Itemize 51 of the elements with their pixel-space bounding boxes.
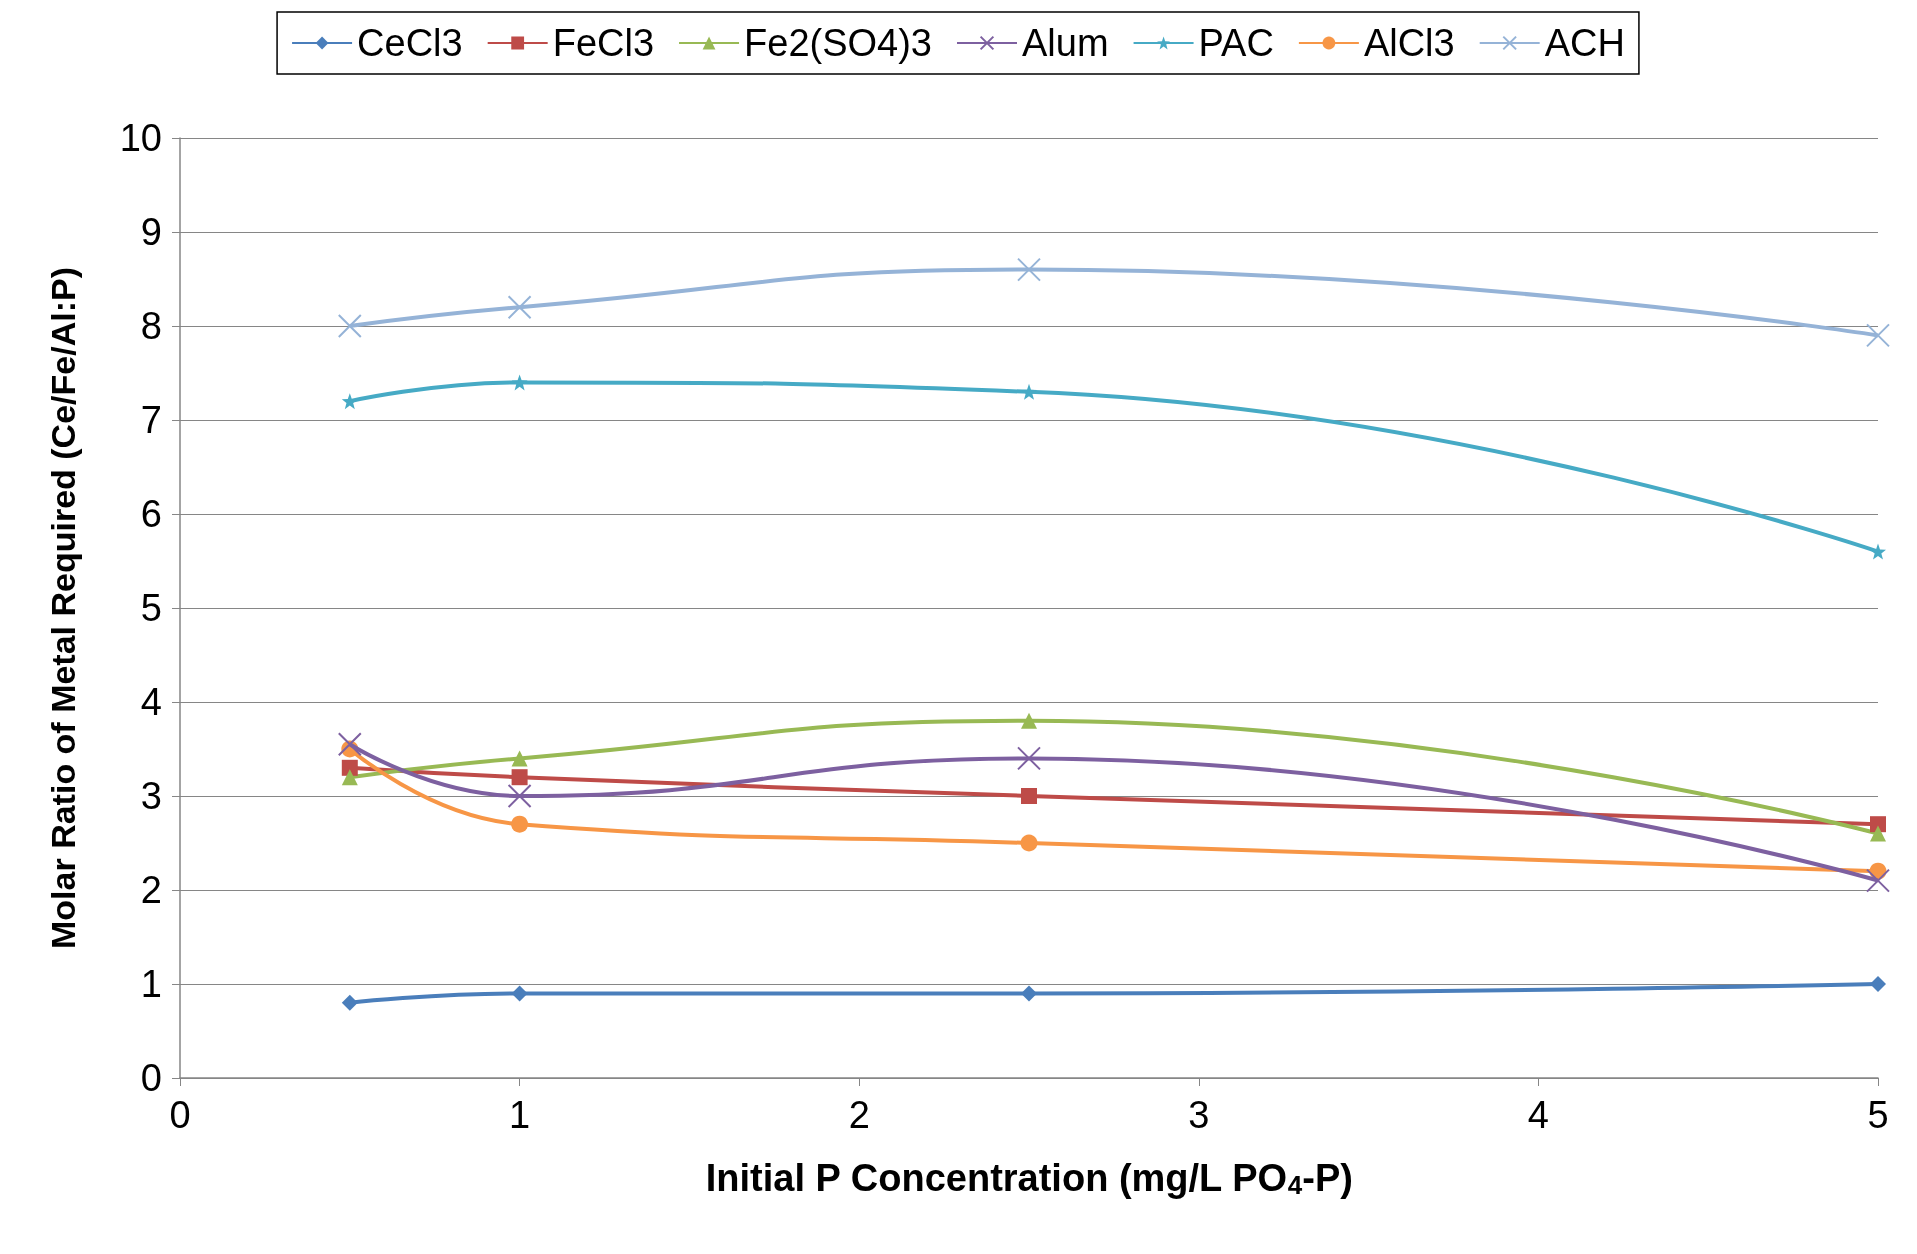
point (1870, 816, 1886, 833)
x-tick-label: 0 (169, 1094, 191, 1136)
legend-label: FeCl3 (552, 22, 655, 64)
y-tick-label: 0 (140, 1057, 162, 1099)
legend-label: AlCl3 (1363, 22, 1455, 64)
point (1866, 868, 1890, 893)
x-tick-label: 3 (1188, 1094, 1210, 1136)
y-tick-label: 3 (140, 775, 162, 817)
x-tick-label: 2 (848, 1094, 870, 1136)
y-tick-label: 6 (140, 493, 162, 535)
point (1021, 985, 1037, 1002)
legend-label: Fe2(SO4)3 (744, 22, 933, 64)
point (1017, 257, 1041, 282)
point (1021, 383, 1037, 400)
legend-label: Alum (1022, 22, 1109, 64)
legend-label: ACH (1544, 22, 1625, 64)
x-axis-title: Initial P Concentration (mg/L PO4-P) (705, 1157, 1353, 1200)
point (511, 815, 529, 833)
legend-label: PAC (1198, 22, 1274, 64)
y-tick-label: 4 (140, 681, 162, 723)
point (511, 985, 528, 1002)
point (341, 769, 358, 786)
x-tick-label: 5 (1867, 1094, 1889, 1136)
point (337, 732, 362, 757)
point (511, 769, 528, 786)
y-tick-label: 1 (140, 963, 162, 1005)
point (1870, 543, 1886, 560)
legend-label: CeCl3 (357, 22, 463, 64)
point (1017, 746, 1041, 771)
point (1870, 825, 1886, 842)
point (337, 314, 362, 338)
y-tick-label: 10 (119, 117, 162, 159)
point (341, 994, 358, 1011)
point (341, 759, 358, 776)
y-tick-label: 2 (140, 869, 162, 911)
point (507, 295, 532, 320)
x-tick-label: 4 (1527, 1094, 1549, 1136)
y-tick-label: 5 (140, 587, 162, 629)
point (511, 374, 528, 391)
point (1021, 788, 1037, 804)
y-tick-label: 9 (140, 211, 162, 253)
point (507, 784, 532, 808)
y-axis-title: Molar Ratio of Metal Required (Ce/Fe/Al:P) (44, 267, 82, 949)
y-tick-label: 8 (140, 305, 162, 347)
point (1866, 323, 1890, 348)
x-tick-label: 1 (509, 1094, 531, 1136)
point (1021, 712, 1037, 729)
point (511, 750, 528, 767)
point (1870, 976, 1886, 992)
y-tick-label: 7 (140, 399, 162, 441)
point (1020, 834, 1038, 852)
